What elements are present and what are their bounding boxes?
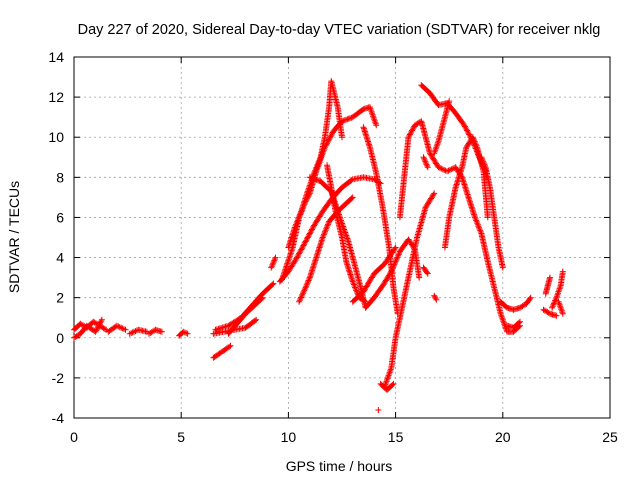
y-tick-label: 12 [48,89,64,105]
x-tick-label: 25 [602,429,618,445]
x-tick-label: 0 [70,429,78,445]
y-tick-label: 2 [56,290,64,306]
gridlines [74,57,610,418]
y-axis-ticks: -4 -2 0 2 4 6 8 10 12 14 [48,49,610,426]
x-tick-label: 20 [495,429,511,445]
y-tick-label: 6 [56,209,64,225]
y-axis-label: SDTVAR / TECUs [6,181,22,293]
y-tick-label: 10 [48,129,64,145]
x-axis-ticks: 0 5 10 15 20 25 [70,57,618,445]
plot-frame [73,56,611,419]
chart-title: Day 227 of 2020, Sidereal Day-to-day VTE… [78,22,601,38]
x-axis-label: GPS time / hours [286,458,393,474]
y-tick-label: 4 [56,250,64,266]
y-tick-label: 8 [56,169,64,185]
y-tick-label: 0 [56,330,64,346]
x-tick-label: 5 [177,429,185,445]
x-tick-label: 10 [281,429,297,445]
x-tick-label: 15 [388,429,404,445]
y-tick-label: 14 [48,49,64,65]
y-tick-label: -2 [52,370,65,386]
data-point-markers [71,78,566,413]
data-points [71,78,566,413]
y-tick-label: -4 [52,410,65,426]
